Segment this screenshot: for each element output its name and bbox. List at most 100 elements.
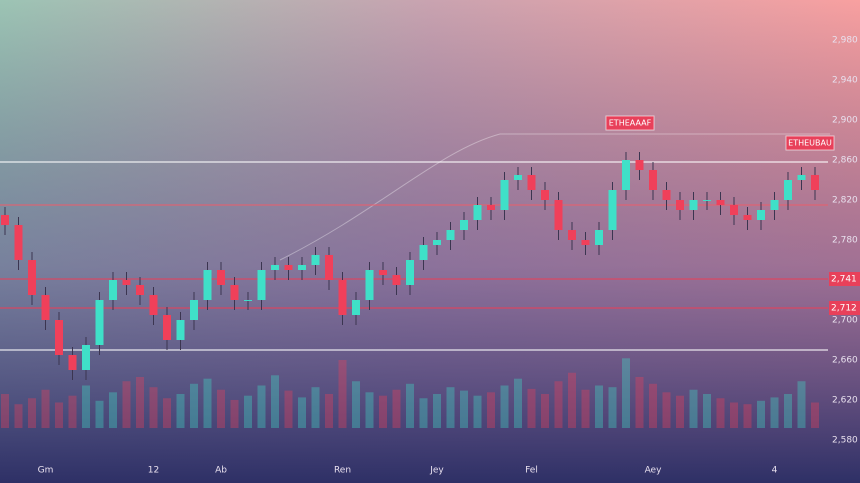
- volume-bar: [14, 404, 23, 428]
- volume-bar: [95, 400, 104, 428]
- candle-body: [379, 270, 387, 275]
- volume-bar: [811, 402, 819, 428]
- volume-bar: [230, 399, 239, 428]
- y-tick-label: 2,700: [832, 316, 858, 326]
- volume-bar: [392, 389, 401, 428]
- volume-bar: [284, 390, 293, 428]
- volume-bar: [149, 387, 158, 428]
- annotation-box: [605, 115, 655, 131]
- volume-bar: [203, 378, 212, 428]
- volume-bar: [473, 395, 482, 428]
- candle-body: [365, 270, 374, 300]
- annotation-box: [785, 135, 835, 151]
- volume-bar: [419, 398, 428, 428]
- x-tick-label: Gm: [38, 466, 54, 476]
- volume-bar: [622, 358, 630, 428]
- volume-bar: [649, 383, 657, 428]
- candle-body: [163, 315, 171, 340]
- volume-bar: [257, 385, 266, 428]
- candle-body: [581, 240, 590, 245]
- volume-bar: [298, 397, 306, 428]
- candle-body: [649, 170, 657, 190]
- candle-body: [784, 180, 792, 200]
- candle-body: [487, 205, 495, 210]
- y-tick-label: 2,860: [832, 156, 858, 166]
- candle-body: [149, 295, 158, 315]
- candle-body: [203, 270, 212, 300]
- volume-bar: [541, 394, 549, 428]
- y-tick-label: 2,580: [832, 436, 858, 446]
- candle-body: [136, 285, 144, 295]
- candle-body: [1, 215, 9, 225]
- candle-body: [325, 255, 333, 280]
- candle-body: [41, 295, 50, 320]
- volume-bar: [770, 397, 779, 428]
- annotation: ETHEAAAF: [609, 119, 652, 128]
- volume-bar: [406, 383, 414, 428]
- volume-bar: [487, 392, 495, 428]
- y-tick-label: 2,780: [832, 236, 858, 246]
- volume-bar: [595, 385, 603, 428]
- candle-body: [392, 275, 401, 285]
- candle-body: [257, 270, 266, 300]
- volume-bar: [568, 372, 576, 428]
- volume-bar: [635, 377, 644, 428]
- candle-body: [352, 300, 360, 315]
- candle-body: [68, 355, 77, 370]
- volume-bar: [500, 385, 509, 428]
- volume-bar: [797, 381, 806, 428]
- candle-body: [284, 265, 293, 270]
- candle-body: [554, 200, 563, 230]
- volume-bar: [608, 387, 617, 428]
- candle-body: [446, 230, 455, 240]
- candle-body: [406, 260, 414, 285]
- candle-body: [527, 175, 536, 190]
- level-label: 2,712: [831, 304, 857, 314]
- candle-body: [298, 265, 306, 270]
- candle-body: [635, 160, 644, 170]
- candle-body: [568, 230, 576, 240]
- candle-body: [95, 300, 104, 345]
- volume-bar: [55, 402, 63, 428]
- candle-body: [689, 200, 698, 210]
- volume-bar: [446, 387, 455, 428]
- x-tick-label: 4: [772, 466, 778, 476]
- candle-body: [460, 220, 468, 230]
- volume-bar: [352, 381, 360, 428]
- candle-body: [14, 225, 23, 260]
- candle-body: [217, 270, 225, 285]
- annotation: ETHEUBAU: [788, 139, 832, 148]
- volume-bar: [136, 377, 144, 428]
- candle-body: [230, 285, 239, 300]
- x-tick-label: Ren: [334, 466, 351, 476]
- volume-bar: [41, 389, 50, 428]
- volume-bar: [379, 395, 387, 428]
- volume-bar: [217, 389, 225, 428]
- volume-bar: [82, 385, 90, 428]
- volume-bar: [716, 398, 725, 428]
- volume-bar: [676, 395, 684, 428]
- y-tick-label: 2,940: [832, 76, 858, 86]
- level-label: 2,741: [831, 275, 857, 285]
- volume-bar: [325, 394, 333, 428]
- candle-body: [662, 190, 671, 200]
- volume-bar: [554, 381, 563, 428]
- x-tick-label: Aey: [645, 466, 663, 476]
- volume-bar: [703, 394, 711, 428]
- y-tick-label: 2,620: [832, 396, 858, 406]
- volume-bar: [338, 360, 347, 428]
- x-tick-label: 12: [148, 466, 159, 476]
- candle-body: [676, 200, 684, 210]
- volume-bar: [365, 392, 374, 428]
- volume-bar: [730, 402, 738, 428]
- volume-bar: [784, 394, 792, 428]
- x-tick-label: Fel: [525, 466, 538, 476]
- volume-bar: [662, 392, 671, 428]
- volume-bar: [743, 404, 752, 428]
- volume-bar: [68, 395, 77, 428]
- volume-bar: [109, 392, 117, 428]
- candle-body: [338, 280, 347, 315]
- candle-body: [271, 265, 279, 270]
- candle-body: [703, 200, 711, 201]
